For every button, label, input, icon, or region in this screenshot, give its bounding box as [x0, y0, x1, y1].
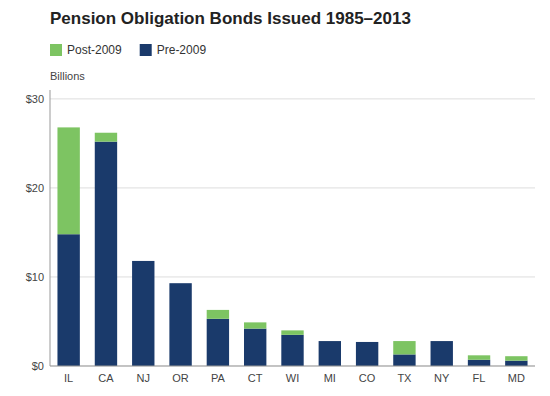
grid-line: [50, 366, 535, 367]
x-tick-label: OR: [172, 372, 189, 384]
bar-segment: [57, 127, 79, 234]
bar-segment: [57, 234, 79, 366]
bar-segment: [393, 354, 415, 366]
bar-segment: [431, 341, 453, 366]
x-tick-label: CA: [98, 372, 114, 384]
x-tick-label: NY: [434, 372, 450, 384]
title: Pension Obligation Bonds Issued 1985–201…: [50, 9, 411, 28]
bar-segment: [95, 133, 117, 142]
bar-segment: [207, 319, 229, 366]
x-tick-label: WI: [286, 372, 299, 384]
bar-segment: [505, 356, 527, 360]
x-tick-label: MD: [508, 372, 525, 384]
bar-segment: [244, 329, 266, 366]
bar-segment: [95, 142, 117, 366]
grid-line: [50, 98, 535, 99]
y-axis: $0 $10 $20 $30: [26, 93, 535, 372]
y-axis-line: [50, 90, 51, 366]
x-tick-label: MI: [324, 372, 336, 384]
x-tick-label: CT: [248, 372, 263, 384]
y-axis-label: Billions: [50, 70, 85, 82]
y-tick-label: $20: [26, 182, 44, 194]
x-tick-label: CO: [359, 372, 376, 384]
legend-swatch: [50, 44, 62, 56]
y-tick-label: $30: [26, 93, 44, 105]
bar-segment: [281, 330, 303, 334]
bar-segment: [356, 341, 378, 342]
x-tick-label: TX: [397, 372, 412, 384]
legend-label: Pre-2009: [157, 43, 207, 57]
x-axis-line: [50, 366, 535, 367]
x-tick-label: NJ: [137, 372, 150, 384]
legend-label: Post-2009: [67, 43, 122, 57]
bar-segment: [468, 360, 490, 366]
bar-segment: [505, 361, 527, 366]
grid-line: [50, 187, 535, 188]
x-tick-label: IL: [64, 372, 73, 384]
bar-segment: [169, 283, 191, 284]
x-axis: IL CA NJ OR PA CT WI MI CO TX NY FL MD: [50, 366, 535, 384]
bar-segment: [356, 342, 378, 366]
bar-segment: [244, 322, 266, 328]
bar-segment: [319, 341, 341, 366]
y-tick-label: $0: [32, 360, 44, 372]
bar-segment: [431, 341, 453, 342]
bar-segment: [393, 341, 415, 354]
bar-segment: [132, 261, 154, 366]
x-tick-label: FL: [473, 372, 486, 384]
legend: Post-2009 Pre-2009: [50, 43, 206, 57]
x-tick-label: PA: [211, 372, 226, 384]
bar-segment: [132, 260, 154, 261]
bar-segment: [319, 341, 341, 342]
bar-segment: [281, 335, 303, 366]
bar-segment: [169, 283, 191, 366]
bar-segment: [207, 310, 229, 319]
grid-line: [50, 276, 535, 277]
bar-segment: [468, 355, 490, 359]
bars: [57, 127, 527, 366]
chart: Pension Obligation Bonds Issued 1985–201…: [0, 0, 550, 396]
legend-swatch: [140, 44, 152, 56]
y-tick-label: $10: [26, 271, 44, 283]
